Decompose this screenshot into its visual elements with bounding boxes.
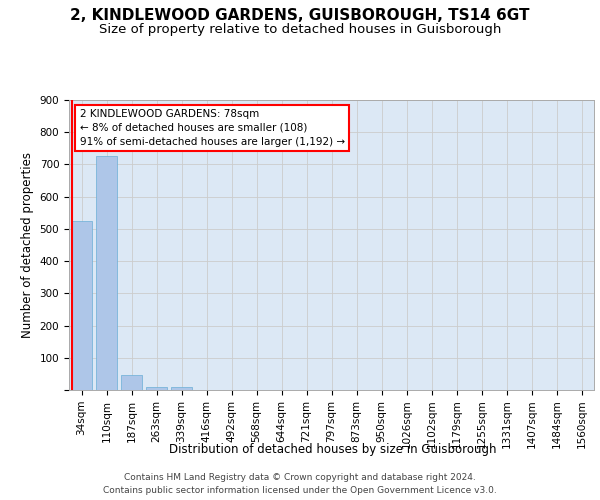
Text: Contains HM Land Registry data © Crown copyright and database right 2024.: Contains HM Land Registry data © Crown c… <box>124 472 476 482</box>
Text: Distribution of detached houses by size in Guisborough: Distribution of detached houses by size … <box>169 442 497 456</box>
Y-axis label: Number of detached properties: Number of detached properties <box>21 152 34 338</box>
Bar <box>121 374 142 390</box>
Text: Size of property relative to detached houses in Guisborough: Size of property relative to detached ho… <box>99 22 501 36</box>
Bar <box>171 387 192 390</box>
Bar <box>146 387 167 390</box>
Text: 2, KINDLEWOOD GARDENS, GUISBOROUGH, TS14 6GT: 2, KINDLEWOOD GARDENS, GUISBOROUGH, TS14… <box>70 8 530 22</box>
Text: 2 KINDLEWOOD GARDENS: 78sqm
← 8% of detached houses are smaller (108)
91% of sem: 2 KINDLEWOOD GARDENS: 78sqm ← 8% of deta… <box>79 108 344 146</box>
Bar <box>71 221 92 390</box>
Text: Contains public sector information licensed under the Open Government Licence v3: Contains public sector information licen… <box>103 486 497 495</box>
Bar <box>96 156 117 390</box>
